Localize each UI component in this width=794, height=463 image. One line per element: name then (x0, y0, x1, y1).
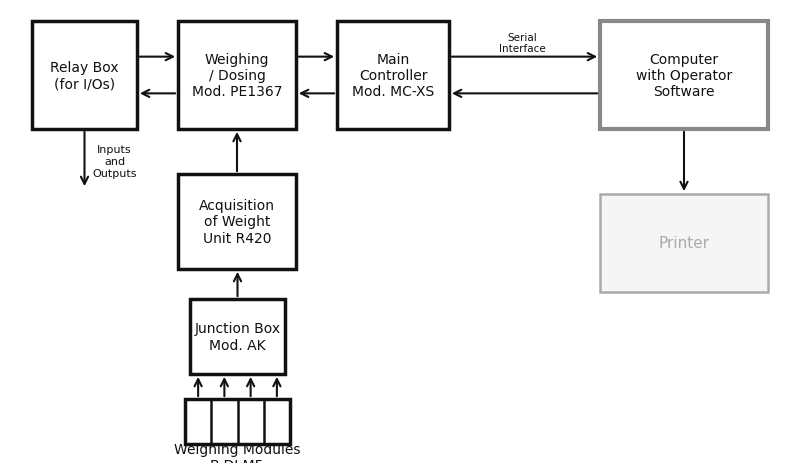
Text: Relay Box
(for I/Os): Relay Box (for I/Os) (50, 61, 119, 91)
Bar (337, 22, 449, 130)
Text: Inputs
and
Outputs: Inputs and Outputs (92, 145, 137, 178)
Text: Computer
with Operator
Software: Computer with Operator Software (636, 53, 732, 99)
Bar (190, 300, 285, 374)
Bar (185, 399, 290, 444)
Text: Main
Controller
Mod. MC-XS: Main Controller Mod. MC-XS (352, 53, 434, 99)
Bar (178, 175, 296, 269)
Text: Acquisition
of Weight
Unit R420: Acquisition of Weight Unit R420 (199, 199, 275, 245)
Bar (178, 22, 296, 130)
Text: Serial
Interface: Serial Interface (499, 33, 546, 54)
Bar (32, 22, 137, 130)
Text: Weighing Modules
B-DJ-M5: Weighing Modules B-DJ-M5 (174, 442, 300, 463)
Bar (600, 194, 768, 292)
Text: Weighing
/ Dosing
Mod. PE1367: Weighing / Dosing Mod. PE1367 (191, 53, 282, 99)
Text: Printer: Printer (658, 236, 710, 251)
Text: Junction Box
Mod. AK: Junction Box Mod. AK (195, 322, 280, 352)
Bar (600, 22, 768, 130)
